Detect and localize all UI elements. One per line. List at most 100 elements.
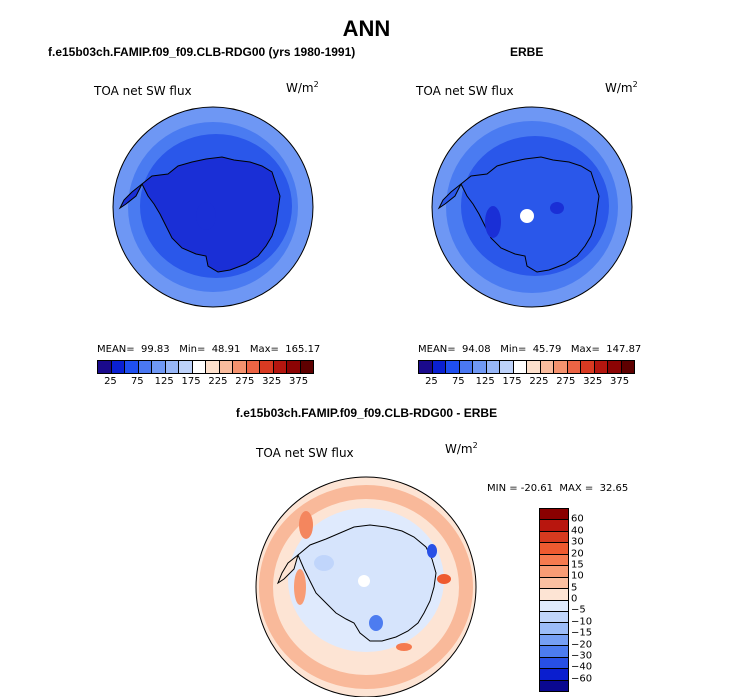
colorbar-tick-label: 375	[610, 376, 630, 387]
panel2-units-label: W/m2	[605, 80, 638, 95]
colorbar-tick-label: 175	[181, 376, 201, 387]
colorbar-swatch	[540, 623, 568, 635]
colorbar-swatch	[111, 361, 125, 373]
colorbar-swatch	[419, 361, 433, 373]
colorbar-tick-label: −10	[571, 616, 593, 628]
panel2-pole-missing-data	[520, 209, 534, 223]
colorbar-tick-label: 10	[571, 570, 584, 582]
panel3-colorbar-ticks: 60 40 30 20 15 10 5 0 −5 −10 −15 −20 −30 −40 −60	[571, 508, 611, 690]
colorbar-swatch	[233, 361, 247, 373]
colorbar-swatch	[608, 361, 622, 373]
colorbar-tick-label: 275	[556, 376, 576, 387]
colorbar-swatch	[621, 361, 634, 373]
panel3-positive-ring	[259, 485, 473, 689]
panel2-colorbar	[418, 360, 635, 374]
panel2-low-flux-region-west	[485, 206, 501, 238]
colorbar-tick-label: 25	[425, 376, 438, 387]
colorbar-swatch	[500, 361, 514, 373]
colorbar-swatch	[540, 554, 568, 567]
panel1-ross-ice-region	[196, 202, 216, 230]
panel2-map-border	[431, 106, 633, 308]
colorbar-tick-label: 60	[571, 513, 584, 525]
colorbar-tick-label: −60	[571, 673, 593, 685]
colorbar-swatch	[581, 361, 595, 373]
panel3-units-label: W/m2	[445, 441, 478, 456]
colorbar-swatch	[540, 634, 568, 647]
colorbar-swatch	[540, 566, 568, 578]
colorbar-swatch	[540, 531, 568, 544]
panel3-map-border	[255, 476, 477, 697]
panel2-peninsula	[437, 183, 462, 210]
panel3-positive-patch-south	[396, 643, 412, 651]
panel2-colorbar-ticks: 25 75 125 175 225 275 325 375	[418, 376, 633, 390]
colorbar-tick-label: 325	[262, 376, 282, 387]
panel3-pole-missing-data	[358, 575, 370, 587]
panel1-colorbar-ticks: 25 75 125 175 225 275 325 375	[97, 376, 312, 390]
colorbar-tick-label: 15	[571, 559, 584, 571]
panel3-colorbar	[539, 508, 569, 692]
panel3-subtitle: f.e15b03ch.FAMIP.f09_f09.CLB-RDG00 - ERB…	[235, 406, 498, 420]
colorbar-swatch	[540, 520, 568, 532]
colorbar-swatch	[459, 361, 473, 373]
colorbar-swatch	[540, 543, 568, 555]
colorbar-tick-label: 75	[130, 376, 144, 387]
colorbar-swatch	[527, 361, 541, 373]
colorbar-swatch	[486, 361, 500, 373]
colorbar-swatch	[287, 361, 301, 373]
panel3-positive-patch-northwest	[299, 511, 313, 539]
colorbar-swatch	[246, 361, 260, 373]
colorbar-swatch	[540, 509, 568, 521]
colorbar-tick-label: −15	[571, 627, 593, 639]
colorbar-tick-label: 125	[475, 376, 495, 387]
panel3-negative-patch-east	[427, 544, 437, 558]
panel2-variable-label: TOA net SW flux	[416, 84, 514, 98]
colorbar-tick-label: −40	[571, 661, 593, 673]
colorbar-tick-label: 75	[451, 376, 465, 387]
colorbar-swatch	[300, 361, 313, 373]
colorbar-swatch	[473, 361, 487, 373]
colorbar-tick-label: 325	[583, 376, 603, 387]
colorbar-swatch	[540, 600, 568, 612]
colorbar-tick-label: 175	[502, 376, 522, 387]
panel3-positive-patch-west	[294, 569, 306, 605]
panel3-negative-patch-south	[369, 615, 383, 631]
colorbar-swatch	[138, 361, 152, 373]
colorbar-tick-label: −5	[571, 604, 586, 616]
panel3-variable-label: TOA net SW flux	[256, 446, 354, 460]
figure-title: ANN	[342, 16, 391, 41]
colorbar-swatch	[540, 577, 568, 590]
colorbar-swatch	[540, 646, 568, 658]
colorbar-swatch	[179, 361, 193, 373]
colorbar-tick-label: 275	[235, 376, 255, 387]
colorbar-swatch	[432, 361, 446, 373]
colorbar-tick-label: 225	[208, 376, 228, 387]
panel1-units-label: W/m2	[286, 80, 319, 95]
panel2-polar-map	[431, 106, 633, 308]
colorbar-swatch	[540, 669, 568, 681]
colorbar-swatch	[513, 361, 527, 373]
colorbar-tick-label: 0	[571, 593, 578, 605]
colorbar-tick-label: 40	[571, 525, 584, 537]
colorbar-tick-label: 30	[571, 536, 584, 548]
panel2-subtitle: ERBE	[510, 45, 544, 59]
panel1-polar-map	[112, 106, 314, 308]
colorbar-swatch	[219, 361, 233, 373]
panel2-low-flux-region-east	[550, 202, 564, 214]
colorbar-swatch	[540, 680, 568, 691]
panel1-peninsula	[118, 183, 143, 210]
panel3-polar-map	[255, 476, 477, 697]
panel2-stats: MEAN= 94.08 Min= 45.79 Max= 147.87	[418, 344, 642, 355]
colorbar-swatch	[98, 361, 112, 373]
colorbar-tick-label: 20	[571, 548, 584, 559]
colorbar-swatch	[554, 361, 568, 373]
colorbar-swatch	[192, 361, 206, 373]
panel1-subtitle: f.e15b03ch.FAMIP.f09_f09.CLB-RDG00 (yrs …	[48, 45, 356, 59]
colorbar-swatch	[273, 361, 287, 373]
colorbar-tick-label: 225	[529, 376, 549, 387]
panel1-colorbar	[97, 360, 314, 374]
panel1-map-border	[112, 106, 314, 308]
colorbar-tick-label: 375	[289, 376, 309, 387]
colorbar-tick-label: 5	[571, 582, 578, 594]
colorbar-swatch	[540, 657, 568, 670]
colorbar-swatch	[446, 361, 460, 373]
